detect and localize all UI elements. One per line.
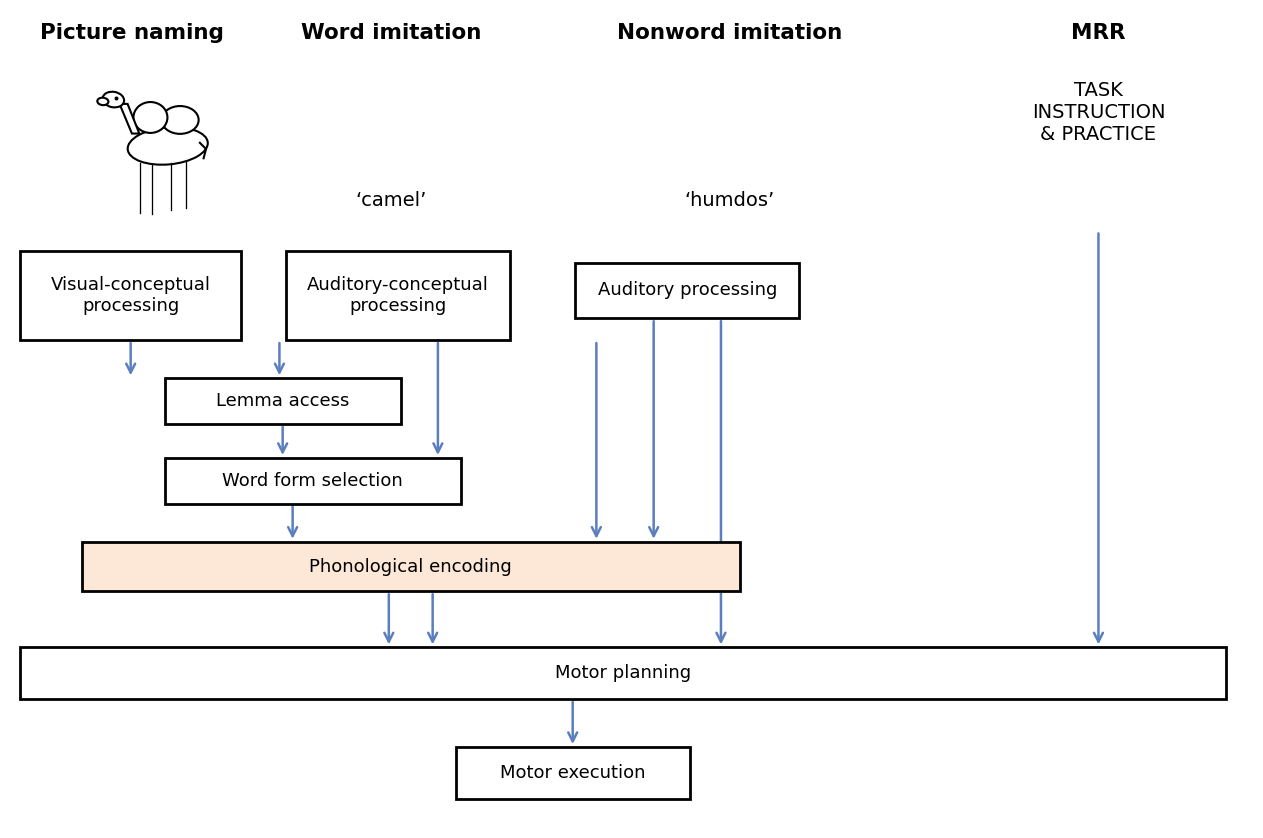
Text: Motor execution: Motor execution	[500, 763, 645, 782]
Ellipse shape	[162, 106, 198, 134]
Text: Nonword imitation: Nonword imitation	[618, 23, 842, 44]
FancyBboxPatch shape	[164, 458, 461, 504]
Text: MRR: MRR	[1071, 23, 1125, 44]
Text: ‘humdos’: ‘humdos’	[685, 191, 774, 210]
Text: Lemma access: Lemma access	[216, 392, 350, 410]
FancyBboxPatch shape	[82, 541, 740, 592]
Text: TASK
INSTRUCTION
& PRACTICE: TASK INSTRUCTION & PRACTICE	[1032, 81, 1166, 144]
Polygon shape	[120, 104, 139, 133]
Text: ‘camel’: ‘camel’	[355, 191, 427, 210]
FancyBboxPatch shape	[164, 378, 400, 424]
Text: Visual-conceptual
processing: Visual-conceptual processing	[51, 276, 211, 315]
FancyBboxPatch shape	[575, 262, 799, 318]
Text: Auditory-conceptual
processing: Auditory-conceptual processing	[307, 276, 489, 315]
FancyBboxPatch shape	[20, 251, 241, 340]
Ellipse shape	[97, 98, 109, 105]
Text: Phonological encoding: Phonological encoding	[309, 557, 512, 576]
FancyBboxPatch shape	[456, 747, 690, 799]
Text: Picture naming: Picture naming	[39, 23, 224, 44]
Ellipse shape	[102, 91, 124, 107]
Text: Word form selection: Word form selection	[222, 472, 403, 489]
FancyBboxPatch shape	[287, 251, 510, 340]
FancyBboxPatch shape	[20, 647, 1226, 699]
Text: Motor planning: Motor planning	[554, 665, 691, 682]
Text: Word imitation: Word imitation	[301, 23, 481, 44]
Text: Auditory processing: Auditory processing	[597, 282, 777, 299]
Ellipse shape	[134, 102, 168, 133]
Ellipse shape	[128, 127, 208, 165]
